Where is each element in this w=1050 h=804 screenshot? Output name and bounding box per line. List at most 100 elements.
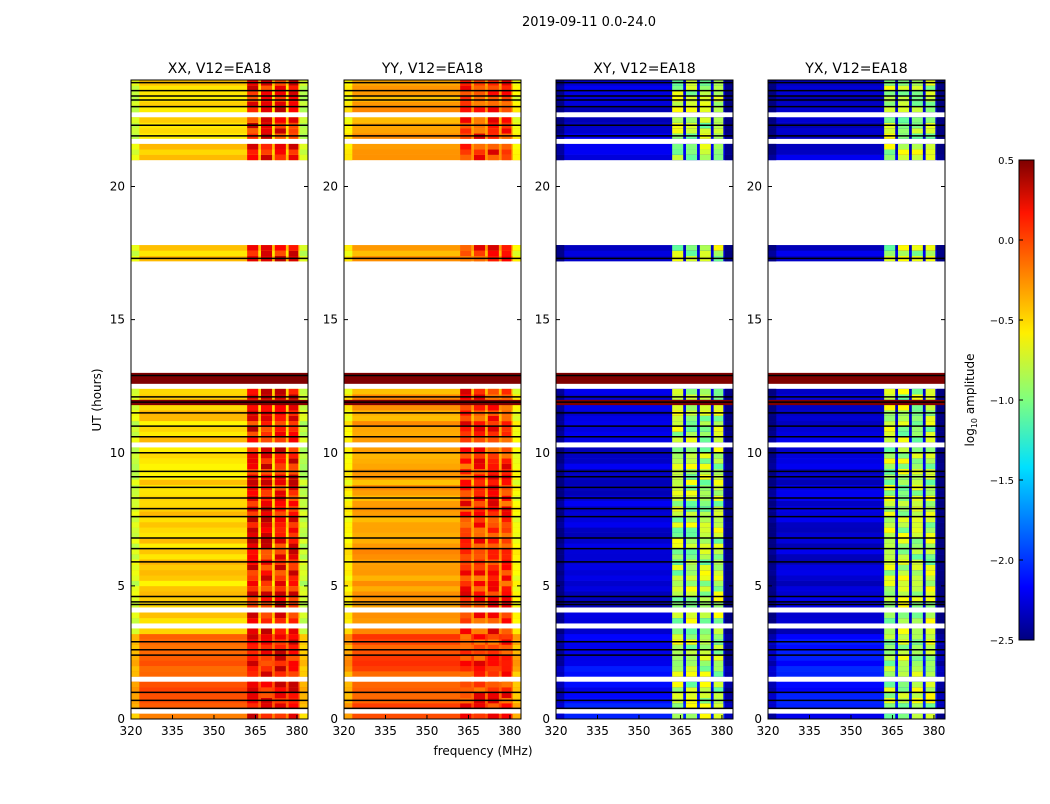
heatmap-cell bbox=[884, 665, 896, 672]
heatmap-cell bbox=[925, 687, 936, 693]
heatmap-cell bbox=[501, 671, 512, 677]
heatmap-cell bbox=[344, 458, 353, 464]
heatmap-cell bbox=[260, 548, 273, 555]
heatmap-cell bbox=[344, 617, 353, 624]
heatmap-cell bbox=[724, 543, 733, 549]
heatmap-cell bbox=[556, 106, 565, 113]
heatmap-cell bbox=[925, 436, 936, 443]
heatmap-cell bbox=[274, 633, 286, 640]
heatmap-cell bbox=[131, 628, 140, 635]
heatmap-cell bbox=[556, 671, 565, 677]
heatmap-cell bbox=[501, 516, 512, 523]
heatmap-cell bbox=[884, 143, 896, 150]
heatmap-cell bbox=[713, 426, 724, 432]
heatmap-cell bbox=[911, 633, 923, 640]
heatmap-cell bbox=[699, 143, 711, 150]
heatmap-cell bbox=[724, 585, 733, 592]
heatmap-cell bbox=[473, 681, 486, 688]
heatmap-cell bbox=[512, 591, 521, 597]
heatmap-cell bbox=[460, 575, 472, 581]
heatmap-cell bbox=[724, 532, 733, 539]
heatmap-cell bbox=[685, 426, 698, 432]
heatmap-cell bbox=[768, 596, 945, 603]
heatmap-cell bbox=[487, 117, 499, 123]
heatmap-cell bbox=[501, 250, 512, 257]
heatmap-cell bbox=[672, 127, 684, 134]
heatmap-cell bbox=[713, 521, 724, 528]
heatmap-cell bbox=[512, 532, 521, 539]
heatmap-cell bbox=[260, 703, 273, 709]
heatmap-cell bbox=[512, 543, 521, 549]
heatmap-cell bbox=[299, 532, 308, 539]
heatmap-cell bbox=[487, 404, 499, 411]
heatmap-cell bbox=[936, 671, 945, 677]
heatmap-cell bbox=[473, 516, 486, 523]
heatmap-cell bbox=[925, 591, 936, 597]
heatmap-cell bbox=[512, 388, 521, 395]
heatmap-cell bbox=[460, 681, 472, 688]
heatmap-cell bbox=[925, 665, 936, 672]
heatmap-cell bbox=[713, 612, 724, 619]
heatmap-cell bbox=[247, 479, 259, 485]
x-tick-label: 365 bbox=[881, 724, 904, 738]
heatmap-cell bbox=[473, 436, 486, 443]
heatmap-cell bbox=[299, 617, 308, 624]
heatmap-cell bbox=[487, 420, 499, 427]
heatmap-cell bbox=[344, 612, 353, 619]
heatmap-cell bbox=[487, 388, 499, 395]
heatmap-cell bbox=[501, 511, 512, 517]
heatmap-cell bbox=[925, 463, 936, 470]
heatmap-cell bbox=[884, 628, 896, 635]
heatmap-cell bbox=[768, 85, 945, 91]
heatmap-cell bbox=[344, 527, 521, 533]
heatmap-cell bbox=[911, 537, 923, 544]
heatmap-cell bbox=[724, 527, 733, 533]
heatmap-cell bbox=[344, 436, 521, 443]
heatmap-cell bbox=[473, 569, 486, 576]
heatmap-cell bbox=[131, 553, 140, 560]
heatmap-cell bbox=[344, 532, 353, 539]
heatmap-cell bbox=[460, 458, 472, 464]
heatmap-cell bbox=[344, 90, 521, 97]
suptitle: 2019-09-11 0.0-24.0 bbox=[522, 15, 656, 30]
heatmap-cell bbox=[672, 106, 684, 113]
heatmap-cell bbox=[131, 431, 308, 438]
heatmap-cell bbox=[131, 490, 308, 496]
heatmap-cell bbox=[299, 388, 308, 395]
heatmap-cell bbox=[884, 681, 896, 688]
heatmap-cell bbox=[768, 106, 945, 113]
heatmap-cell bbox=[487, 564, 499, 571]
heatmap-cell bbox=[897, 681, 910, 688]
heatmap-cell bbox=[501, 154, 512, 161]
heatmap-cell bbox=[512, 245, 521, 251]
heatmap-cell bbox=[713, 703, 724, 709]
heatmap-cell bbox=[131, 660, 308, 667]
heatmap-cell bbox=[288, 500, 299, 507]
heatmap-cell bbox=[768, 644, 945, 651]
colorbar-tick-label: 0.0 bbox=[998, 236, 1014, 247]
heatmap-cell bbox=[556, 101, 733, 107]
x-tick-label: 335 bbox=[374, 724, 397, 738]
heatmap-cell bbox=[724, 681, 733, 688]
heatmap-cell bbox=[131, 479, 140, 485]
heatmap-cell bbox=[131, 458, 140, 464]
heatmap-cell bbox=[512, 117, 521, 123]
heatmap-cell bbox=[699, 85, 711, 91]
heatmap-cell bbox=[936, 154, 945, 161]
colorbar-tick-label: −1.5 bbox=[990, 476, 1014, 487]
heatmap-cell bbox=[131, 671, 140, 677]
heatmap-cell bbox=[131, 569, 308, 576]
heatmap-cell bbox=[299, 516, 308, 523]
heatmap-cell bbox=[260, 511, 273, 517]
heatmap-cell bbox=[768, 500, 777, 507]
heatmap-cell bbox=[288, 436, 299, 443]
heatmap-cell bbox=[936, 628, 945, 635]
heatmap-cell bbox=[344, 713, 353, 720]
heatmap-cell bbox=[768, 388, 777, 395]
heatmap-cell bbox=[288, 490, 299, 496]
heatmap-cell bbox=[501, 548, 512, 555]
heatmap-cell bbox=[556, 106, 733, 113]
heatmap-cell bbox=[925, 585, 936, 592]
heatmap-cell bbox=[556, 548, 565, 555]
heatmap-cell bbox=[556, 660, 565, 667]
